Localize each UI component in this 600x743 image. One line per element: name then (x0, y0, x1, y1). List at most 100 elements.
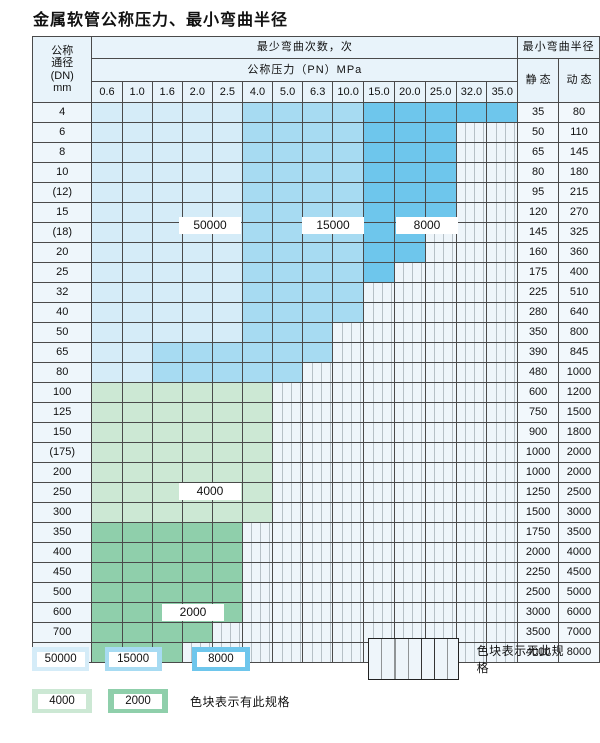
dn-cell: 100 (31, 382, 93, 403)
spec-cell (241, 142, 274, 163)
spec-cell (302, 402, 334, 423)
spec-cell (151, 402, 183, 423)
pressure-header: 公称压力（PN）MPa (91, 58, 519, 82)
static-radius-cell: 175 (517, 262, 560, 283)
spec-cell (424, 402, 457, 423)
spec-cell (332, 162, 365, 183)
spec-cell (211, 562, 243, 583)
dynamic-radius-cell: 4500 (558, 562, 600, 583)
cycle-callout-15000: 15000 (302, 217, 364, 234)
spec-cell (241, 382, 274, 403)
spec-cell (486, 502, 519, 523)
spec-cell (211, 122, 243, 143)
spec-cell (121, 582, 153, 603)
dynamic-radius-cell: 7000 (558, 622, 600, 643)
spec-cell (486, 282, 519, 303)
spec-cell (302, 282, 334, 303)
pressure-col-header-1: 1.0 (121, 81, 153, 103)
spec-cell (486, 222, 519, 243)
spec-cell (241, 122, 274, 143)
spec-cell (151, 382, 183, 403)
spec-cell (363, 242, 395, 263)
spec-cell (211, 142, 243, 163)
dynamic-radius-cell: 1000 (558, 362, 600, 383)
table-row: 500 2500 5000 (31, 582, 600, 603)
table-row: 80 480 1000 (31, 362, 600, 383)
dn-header-cell: 公称 通径 (DN) mm (31, 36, 93, 103)
dn-cell: (175) (31, 442, 93, 463)
spec-cell (363, 462, 395, 483)
spec-cell (91, 282, 123, 303)
page-title: 金属软管公称压力、最小弯曲半径 (33, 10, 289, 29)
dn-cell: 8 (31, 142, 93, 163)
static-radius-cell: 900 (517, 422, 560, 443)
pressure-col-header-6: 5.0 (272, 81, 304, 103)
spec-cell (332, 242, 365, 263)
spec-cell (181, 182, 213, 203)
static-radius-cell: 1750 (517, 522, 560, 543)
spec-cell (363, 502, 395, 523)
spec-cell (272, 122, 304, 143)
spec-cell (181, 282, 213, 303)
spec-cell (91, 562, 123, 583)
spec-cell (455, 182, 488, 203)
spec-cell (363, 302, 395, 323)
spec-cell (181, 322, 213, 343)
static-radius-cell: 1000 (517, 462, 560, 483)
spec-cell (272, 562, 304, 583)
spec-cell (363, 382, 395, 403)
static-radius-cell: 480 (517, 362, 560, 383)
spec-cell (211, 622, 243, 643)
dynamic-radius-cell: 80 (558, 102, 600, 123)
spec-cell (151, 442, 183, 463)
spec-cell (151, 222, 183, 243)
spec-cell (151, 242, 183, 263)
spec-cell (91, 362, 123, 383)
spec-cell (272, 442, 304, 463)
spec-cell (455, 422, 488, 443)
spec-cell (302, 542, 334, 563)
dynamic-radius-cell: 400 (558, 262, 600, 283)
spec-cell (363, 582, 395, 603)
dynamic-radius-cell: 800 (558, 322, 600, 343)
spec-cell (181, 242, 213, 263)
spec-cell (121, 222, 153, 243)
spec-cell (121, 422, 153, 443)
cycle-callout-50000: 50000 (179, 217, 241, 234)
cycle-callout-2000: 2000 (162, 604, 224, 621)
spec-cell (393, 602, 426, 623)
spec-cell (486, 162, 519, 183)
spec-cell (486, 482, 519, 503)
spec-cell (241, 102, 274, 123)
dn-cell: 300 (31, 502, 93, 523)
spec-cell (424, 342, 457, 363)
table-row: 40 280 640 (31, 302, 600, 323)
spec-cell (424, 322, 457, 343)
pressure-col-header-9: 15.0 (363, 81, 395, 103)
spec-cell (121, 382, 153, 403)
spec-table-wrapper: 公称 通径 (DN) mm 最少弯曲次数，次 最小弯曲半径 公称压力（PN）MP… (31, 36, 600, 663)
spec-cell (272, 342, 304, 363)
spec-cell (241, 262, 274, 283)
spec-cell (91, 442, 123, 463)
spec-cell (211, 322, 243, 343)
spec-cell (393, 182, 426, 203)
spec-cell (393, 502, 426, 523)
spec-cell (455, 642, 488, 663)
spec-cell (302, 102, 334, 123)
spec-cell (121, 162, 153, 183)
dn-cell: 700 (31, 622, 93, 643)
spec-cell (272, 402, 304, 423)
spec-cell (181, 442, 213, 463)
spec-cell (121, 202, 153, 223)
static-radius-cell: 65 (517, 142, 560, 163)
spec-cell (151, 362, 183, 383)
spec-cell (486, 242, 519, 263)
spec-cell (181, 102, 213, 123)
dn-cell: 50 (31, 322, 93, 343)
table-row: 20 160 360 (31, 242, 600, 263)
spec-cell (151, 262, 183, 283)
spec-cell (363, 282, 395, 303)
spec-cell (363, 402, 395, 423)
